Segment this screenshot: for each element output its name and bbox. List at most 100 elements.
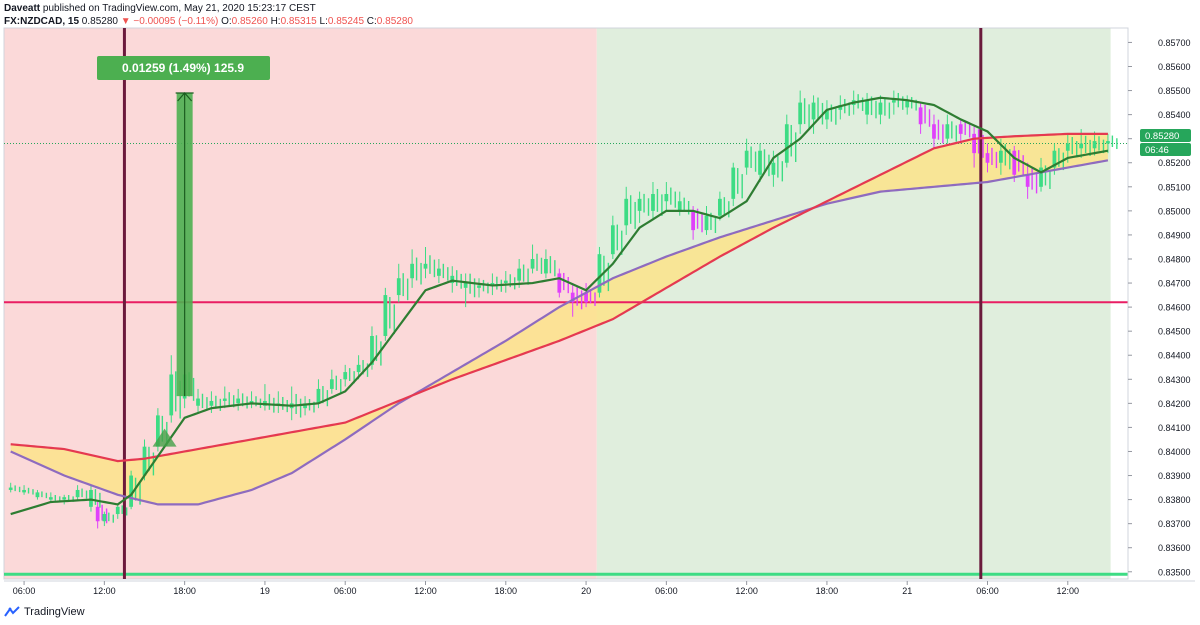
candle-body	[758, 150, 762, 175]
candle-body	[771, 162, 776, 175]
candle	[637, 191, 650, 223]
price-axis[interactable]: 0.857000.856000.855000.854000.853000.852…	[1127, 28, 1200, 579]
time-tick-label: 12:00	[1057, 586, 1080, 596]
candle-body	[798, 102, 803, 125]
candle	[383, 287, 395, 341]
author-name[interactable]: Daveatt	[4, 3, 41, 14]
slow-ma-purple-line	[10, 159, 1109, 506]
price-tick-label: 0.84800	[1158, 254, 1191, 264]
time-tick-label: 06:00	[976, 586, 999, 596]
publish-info: published on TradingView.com, May 21, 20…	[42, 3, 316, 14]
price-tick-label: 0.85700	[1158, 38, 1191, 48]
candle-body	[999, 150, 1003, 163]
tradingview-logo-icon[interactable]	[4, 606, 20, 618]
candle-body	[624, 198, 629, 226]
current-price-text: 0.85280	[1145, 131, 1179, 142]
price-axis-bg	[1128, 28, 1200, 579]
price-tags: 0.85280 06:46	[1140, 129, 1191, 156]
candle-body	[102, 514, 107, 522]
candle-body	[530, 258, 535, 269]
candle-body	[329, 379, 334, 389]
candle	[115, 504, 128, 519]
candle-body	[557, 273, 562, 293]
chart-header: Daveatt published on TradingView.com, Ma…	[4, 2, 413, 28]
ma-cloud	[10, 133, 1108, 505]
low-label: L:	[319, 16, 328, 27]
candle	[1039, 157, 1051, 192]
candle-body	[918, 107, 923, 125]
candle	[423, 246, 436, 279]
candle	[329, 369, 342, 394]
candle	[744, 138, 757, 175]
candle-body	[222, 398, 227, 401]
time-tick-label: 18:00	[495, 586, 518, 596]
candle	[664, 181, 676, 211]
candle	[557, 268, 569, 298]
price-tick-label: 0.84600	[1158, 303, 1191, 313]
time-tick-label: 19	[260, 586, 270, 596]
candle-body	[691, 210, 695, 231]
candle-body	[356, 364, 361, 373]
time-tick-label: 06:00	[334, 586, 357, 596]
candle	[731, 162, 743, 207]
candle	[396, 263, 409, 303]
candle-body	[597, 254, 602, 293]
tradingview-brand[interactable]: TradingView	[24, 606, 85, 618]
moving-averages	[10, 96, 1109, 516]
price-tick-label: 0.83800	[1158, 495, 1191, 505]
price-tick-label: 0.84700	[1158, 279, 1191, 289]
candle-body	[423, 263, 428, 269]
candle	[410, 249, 422, 288]
ohlc-legend: FX:NZDCAD, 15 0.85280 ▼ −0.00095 (−0.11%…	[4, 15, 413, 28]
candle-body	[1092, 141, 1097, 149]
candle-body	[1052, 150, 1057, 168]
candle-body	[437, 268, 441, 276]
price-tick-label: 0.85100	[1158, 182, 1191, 192]
open-label: O:	[221, 16, 232, 27]
price-tick-label: 0.85000	[1158, 206, 1191, 216]
candle-body	[811, 102, 816, 120]
candle-body	[544, 258, 548, 274]
candle-body	[784, 124, 789, 163]
candle-body	[1065, 143, 1070, 151]
candle	[718, 191, 730, 221]
countdown-tag	[1140, 143, 1191, 156]
publish-line: Daveatt published on TradingView.com, Ma…	[4, 2, 413, 15]
candle-body	[985, 153, 990, 163]
candle-body	[891, 100, 896, 103]
candle-body	[945, 124, 950, 139]
measure-tool[interactable]: 0.01259 (1.49%) 125.9	[97, 56, 270, 397]
price-change: ▼ −0.00095 (−0.11%)	[120, 16, 219, 27]
candle-body	[89, 489, 93, 507]
high-value: 0.85315	[280, 16, 317, 27]
candle	[544, 249, 556, 279]
time-tick-label: 06:00	[655, 586, 678, 596]
zone-bull	[596, 28, 1111, 579]
price-tick-label: 0.84100	[1158, 423, 1191, 433]
price-tick-label: 0.85500	[1158, 86, 1191, 96]
candle-body	[932, 124, 936, 139]
price-tick-label: 0.84500	[1158, 327, 1191, 337]
candle-body	[1079, 143, 1084, 149]
slow-ma-red-line	[10, 132, 1108, 463]
footer: TradingView	[4, 606, 85, 618]
candle	[75, 485, 88, 500]
price-tick-label: 0.83600	[1158, 543, 1191, 553]
candle-body	[1012, 150, 1017, 175]
candle	[985, 143, 998, 173]
candle	[8, 482, 21, 493]
candle-body	[142, 446, 147, 476]
low-value: 0.85245	[327, 16, 365, 27]
candle-body	[704, 215, 709, 231]
time-axis[interactable]: 06:00 12:00 18:00 19 06:00 12:00 18:00 20 06:00 1…	[4, 580, 1195, 596]
candle-body	[343, 372, 348, 380]
candle	[624, 186, 636, 235]
price-tick-label: 0.83500	[1158, 567, 1191, 577]
price-tick-label: 0.85600	[1158, 62, 1191, 72]
candle-body	[75, 489, 80, 498]
candle-body	[825, 109, 829, 120]
candle	[437, 258, 449, 284]
symbol-label[interactable]: FX:NZDCAD, 15	[4, 16, 80, 27]
candle-body	[905, 100, 910, 108]
